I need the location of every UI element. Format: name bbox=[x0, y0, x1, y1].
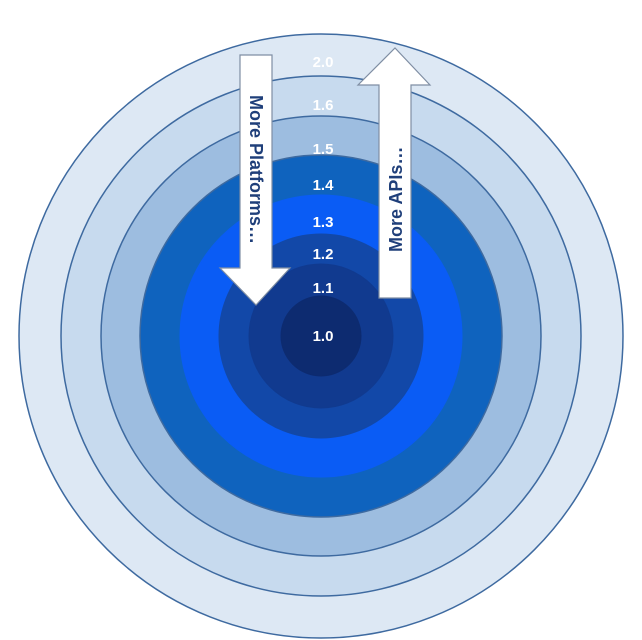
ring-label-1-2: 1.2 bbox=[313, 246, 334, 263]
ring-1-0 bbox=[280, 295, 362, 377]
more-platforms-arrow: More Platforms… bbox=[218, 54, 292, 306]
ring-label-1-4: 1.4 bbox=[313, 177, 335, 194]
ring-label-1-0: 1.0 bbox=[313, 328, 334, 345]
ring-label-1-5: 1.5 bbox=[313, 141, 334, 158]
ring-label-1-6: 1.6 bbox=[313, 97, 334, 114]
down-arrow-icon bbox=[218, 54, 292, 306]
more-platforms-label: More Platforms… bbox=[246, 95, 266, 244]
more-apis-label: More APIs… bbox=[386, 147, 406, 252]
ring-label-1-3: 1.3 bbox=[313, 214, 334, 231]
more-apis-arrow: More APIs… bbox=[356, 47, 432, 299]
ring-label-2-0: 2.0 bbox=[313, 54, 334, 71]
ring-label-1-1: 1.1 bbox=[313, 280, 334, 297]
ring-labels-group: 2.0 1.6 1.5 1.4 1.3 1.2 1.1 1.0 bbox=[313, 54, 335, 345]
up-arrow-icon bbox=[356, 47, 432, 299]
